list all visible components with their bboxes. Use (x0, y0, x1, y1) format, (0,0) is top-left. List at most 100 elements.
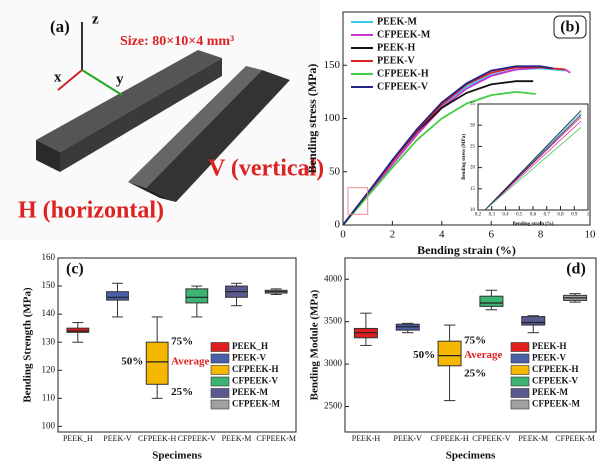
legend-swatch (210, 365, 230, 375)
legend-swatch (210, 399, 230, 410)
annotation: 50% (121, 355, 143, 367)
y-tick-label: 150 (42, 280, 56, 290)
series-line (484, 114, 582, 211)
y-tick-label: 160 (42, 252, 56, 262)
legend-swatch (510, 399, 530, 410)
legend-label: PEEK-V (532, 353, 567, 363)
legend-label: PEEK-M (377, 16, 418, 27)
legend-label: PEEK-V (377, 55, 416, 66)
x-tick-label: CFPEEK-V (178, 434, 216, 443)
legend-swatch (510, 353, 530, 364)
box (437, 340, 462, 367)
legend-swatch (510, 388, 530, 398)
legend-label: CFPEEK-V (532, 376, 578, 386)
x-tick-label: 6 (488, 228, 494, 240)
box (145, 341, 169, 385)
x-tick-label: 4 (439, 228, 445, 240)
legend-swatch (210, 376, 230, 387)
annotation: 75% (171, 336, 193, 348)
h-label: H (horizontal) (18, 198, 164, 224)
plot-frame (344, 257, 597, 433)
bar-front (60, 58, 222, 172)
series-line (342, 65, 554, 226)
legend-label: PEEK-H (377, 42, 416, 53)
panel-label: (a) (50, 17, 70, 36)
x-axis-label: Specimens (152, 450, 202, 462)
size-label: Size: 80×10×4 mm³ (120, 34, 234, 49)
y-tick-label: 4000 (324, 273, 343, 283)
x-tick-label: 0.8 (557, 213, 564, 218)
series-line (342, 90, 536, 226)
series-line (484, 126, 582, 211)
legend-label: CFPEEK-V (232, 376, 278, 386)
bar-side (36, 140, 60, 172)
y-tick-label: 3000 (324, 358, 343, 368)
bar-front (146, 70, 290, 202)
legend-label: CFPEEK-H (532, 364, 579, 374)
x-tick-label: 0 (340, 228, 346, 240)
zoom-marker (347, 187, 369, 215)
panel-label: (c) (66, 261, 84, 278)
y-tick-label: 50 (329, 165, 341, 177)
y-tick-label: 0 (335, 219, 341, 231)
series-line (484, 120, 582, 211)
x-tick-label: 0.7 (544, 213, 551, 218)
x-tick-label: CFPEEK-M (256, 434, 296, 443)
x-axis-label: Bending strain (%) (417, 243, 516, 257)
x-tick-label: PEEK-M (222, 434, 252, 443)
panel-label: (d) (566, 261, 586, 278)
legend-swatch (510, 365, 530, 375)
legend-label: CFPEEK-H (377, 68, 429, 79)
y-axis-label: Bending Module (MPa) (309, 289, 321, 400)
axis-arrow (81, 69, 123, 96)
legend-label: PEEK-M (532, 387, 569, 397)
annotation: 25% (464, 367, 486, 379)
bar-side (128, 182, 176, 202)
y-tick-label: 25 (470, 145, 476, 150)
box (521, 316, 546, 326)
x-tick-label: PEEK_H (63, 434, 93, 443)
legend-swatch (210, 353, 230, 364)
legend-label: PEEK-V (232, 353, 267, 363)
y-tick-label: 110 (42, 392, 56, 402)
box (185, 288, 209, 304)
y-tick-label: 3500 (324, 316, 343, 326)
y-axis-label: Bending stress (MPa) (462, 134, 467, 180)
axis-name: z (92, 11, 99, 27)
legend-label: PEEK-M (232, 387, 269, 397)
x-axis-label: Specimens (446, 450, 496, 462)
legend-swatch (510, 342, 530, 352)
y-tick-label: 30 (470, 123, 476, 128)
annotation: Average (171, 355, 209, 367)
plot-frame (57, 257, 297, 433)
y-tick-label: 100 (324, 112, 341, 124)
y-tick-label: 100 (42, 420, 56, 430)
bar-top (128, 66, 262, 188)
legend-label: CFPEEK-M (232, 399, 280, 409)
y-axis-label: Bending stress (MPa) (305, 64, 319, 174)
legend-label: PEEK-H (532, 341, 567, 351)
x-tick-label: 0.3 (489, 213, 496, 218)
y-tick-label: 130 (42, 336, 56, 346)
legend-label: PEEK_H (232, 341, 268, 351)
box (106, 291, 129, 301)
v-label: V (vertical) (208, 156, 324, 182)
x-tick-label: 0.6 (530, 213, 537, 218)
y-tick-label: 2500 (324, 401, 343, 411)
x-tick-label: 1 (587, 213, 590, 218)
annotation: 50% (413, 349, 435, 361)
x-tick-label: CFPEEK-H (430, 434, 468, 443)
legend-label: CFPEEK-M (532, 399, 580, 409)
annotation: 25% (171, 386, 193, 398)
legend-label: CFPEEK-H (232, 364, 279, 374)
y-tick-label: 35 (470, 102, 476, 107)
axis-arrow (57, 69, 83, 91)
panel-label-box (553, 15, 587, 39)
annotation: Average (464, 349, 502, 361)
x-tick-label: 0.5 (516, 213, 523, 218)
legend-swatch (510, 376, 530, 387)
series-line (484, 110, 582, 211)
y-tick-label: 140 (42, 308, 56, 318)
